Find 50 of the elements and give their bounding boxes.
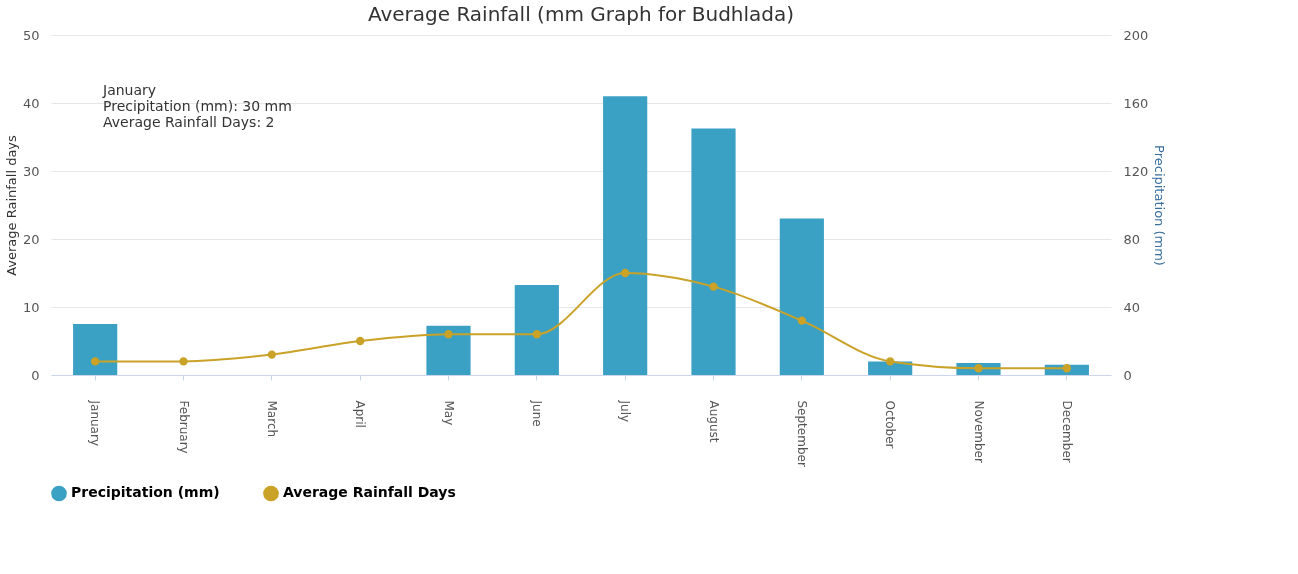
x-tick-label: June: [529, 399, 544, 427]
y2-tick-label: 0: [1123, 367, 1132, 383]
point: [885, 357, 895, 366]
y-tick-label: 20: [22, 231, 40, 247]
legend-label: Precipitation (mm): [71, 484, 220, 501]
x-tick-label: May: [441, 400, 456, 426]
bar: [603, 96, 648, 375]
y2-tick-label: 160: [1123, 95, 1149, 111]
point: [1062, 364, 1072, 373]
y2-tick-label: 120: [1123, 163, 1149, 179]
point: [974, 364, 983, 373]
x-tick-label: August: [706, 400, 721, 443]
legend-label: Average Rainfall Days: [283, 484, 456, 501]
y-tick-label: 50: [22, 27, 40, 43]
y2-axis-title: Precipitation (mm): [1152, 145, 1168, 266]
point: [90, 357, 100, 366]
x-tick-label: September: [794, 400, 809, 467]
x-tick-label: January: [88, 399, 103, 446]
y-tick-label: 0: [31, 367, 40, 383]
x-tick-label: October: [883, 400, 898, 449]
x-tick-label: December: [1059, 400, 1074, 463]
x-tick-label: April: [353, 400, 368, 428]
bar: [779, 218, 824, 375]
y2-tick-label: 40: [1123, 299, 1141, 315]
point: [444, 330, 453, 339]
point: [532, 330, 542, 339]
x-tick-label: February: [176, 400, 191, 454]
x-tick-label: March: [264, 400, 279, 438]
x-tick-label: November: [971, 400, 986, 463]
point: [179, 357, 188, 366]
point: [355, 336, 365, 346]
y2-tick-label: 200: [1123, 27, 1149, 43]
point: [267, 350, 277, 359]
x-tick-label: July: [618, 399, 633, 423]
bar: [73, 324, 118, 375]
point: [709, 282, 718, 291]
annotation: Precipitation (mm): 30 mm: [103, 98, 292, 114]
annotation: January: [102, 82, 157, 98]
y-tick-label: 10: [22, 299, 40, 315]
point: [620, 268, 630, 278]
bar: [426, 325, 471, 375]
y-axis-title: Average Rainfall days: [3, 134, 19, 276]
annotation: Average Rainfall Days: 2: [103, 114, 275, 130]
point: [797, 316, 807, 325]
y-tick-label: 30: [22, 163, 40, 179]
y2-tick-label: 80: [1123, 231, 1141, 247]
bar: [691, 128, 736, 375]
chart-title: Average Rainfall (mm Graph for Budhlada): [367, 2, 795, 26]
y-tick-label: 40: [22, 95, 40, 111]
bar: [514, 284, 559, 375]
